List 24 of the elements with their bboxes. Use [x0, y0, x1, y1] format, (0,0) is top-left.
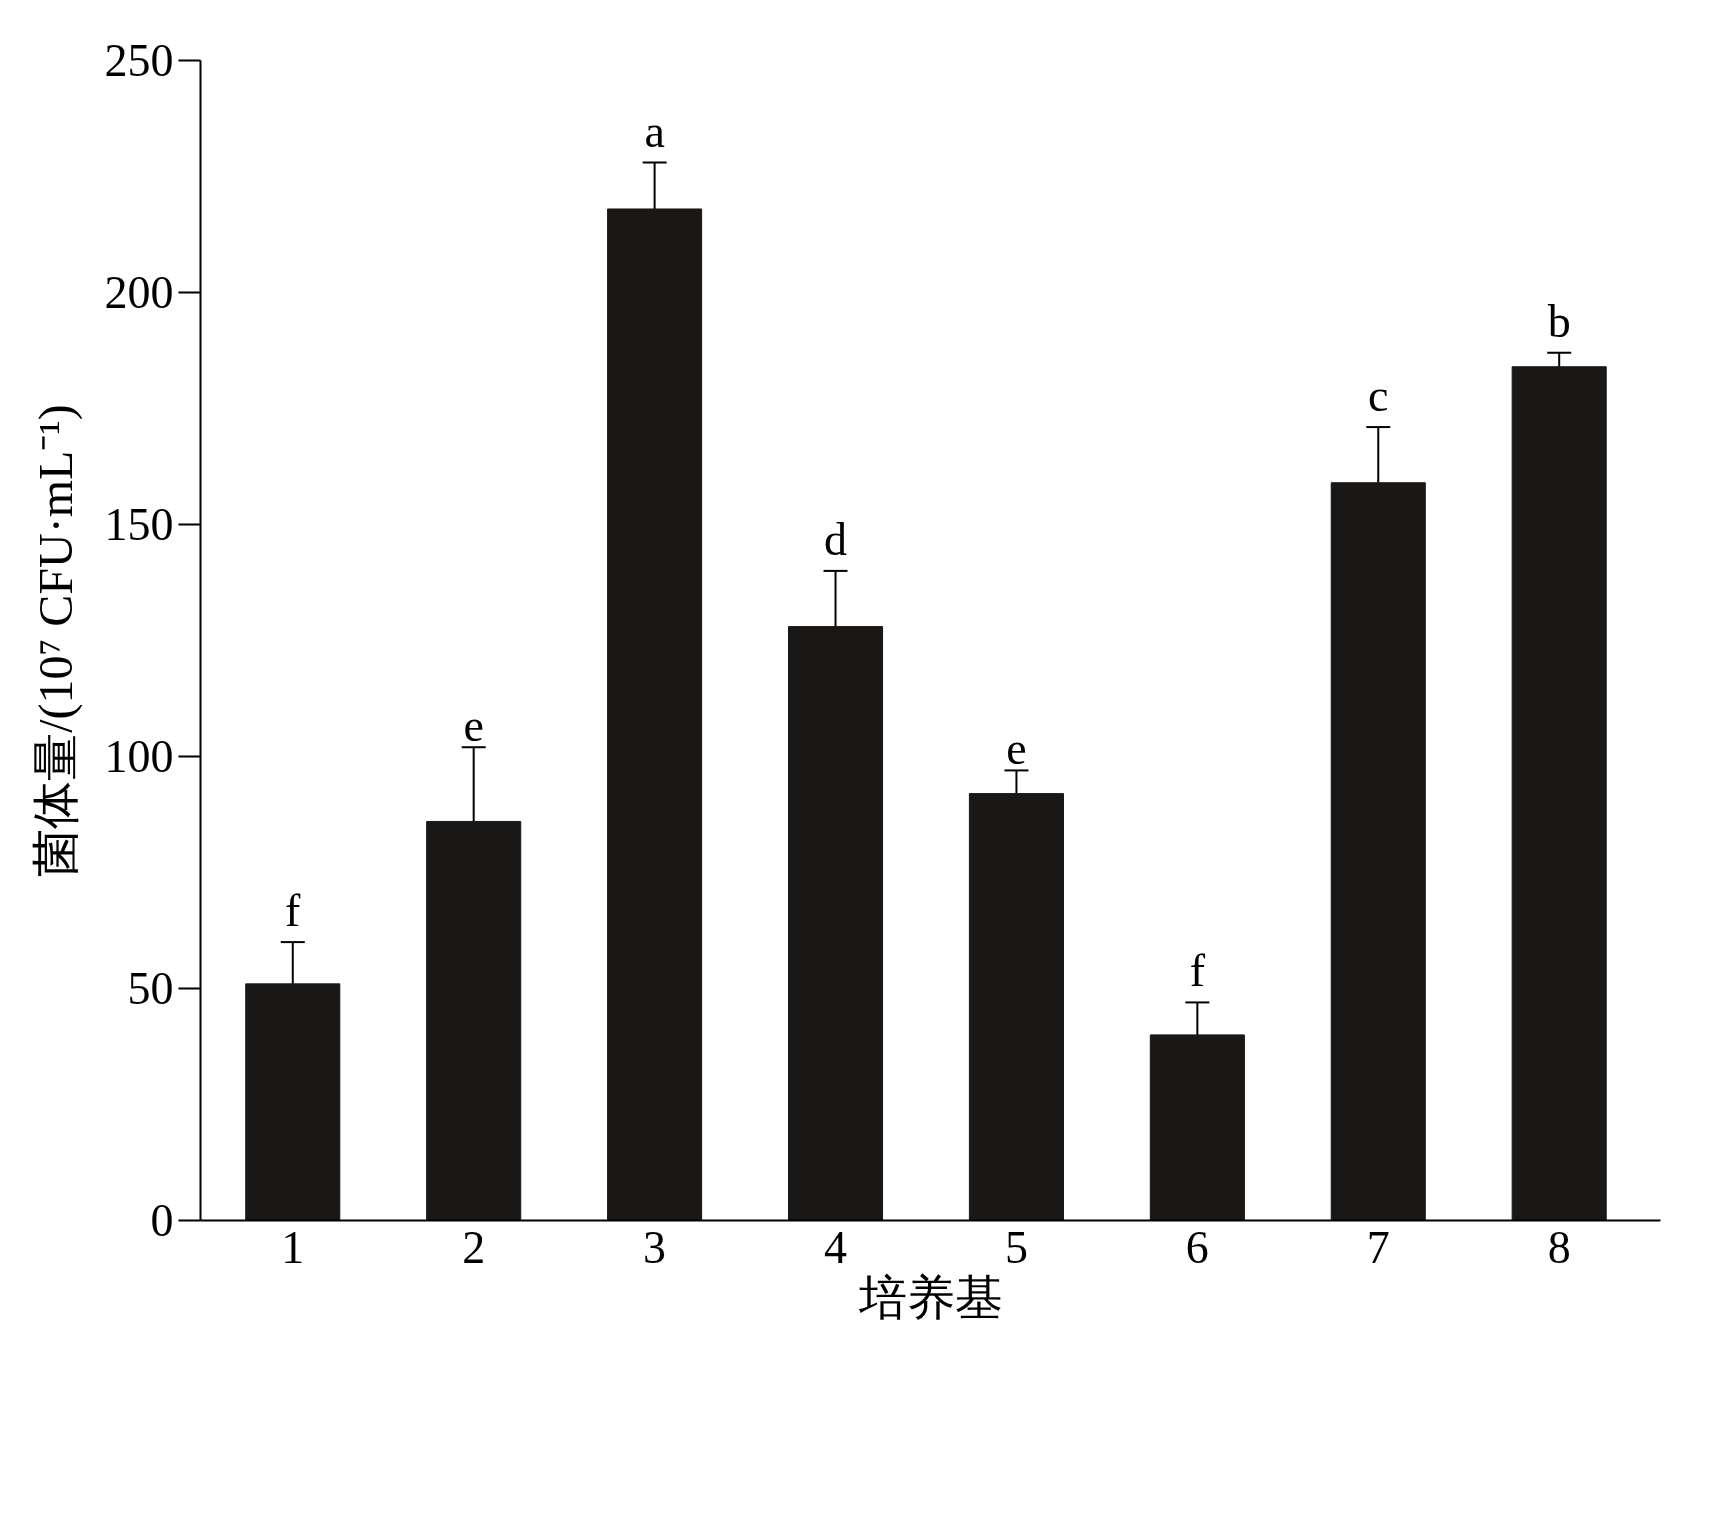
annotation: c — [1368, 370, 1389, 422]
annotation: f — [1189, 945, 1206, 997]
y-tick-label: 100 — [104, 731, 174, 782]
x-tick-label: 6 — [1185, 1221, 1209, 1273]
y-tick-label: 50 — [127, 963, 174, 1014]
annotation: d — [824, 513, 848, 565]
x-axis-title: 培养基 — [857, 1270, 1003, 1324]
annotation: b — [1547, 295, 1571, 347]
y-tick-label: 250 — [104, 35, 174, 86]
annotation: f — [285, 885, 302, 937]
x-tick-label: 1 — [281, 1221, 305, 1273]
x-tick-label: 5 — [1004, 1221, 1028, 1273]
x-tick-label: 3 — [643, 1221, 667, 1273]
y-tick-label: 150 — [104, 499, 174, 550]
annotation: e — [1006, 723, 1027, 775]
y-tick-label: 0 — [150, 1195, 174, 1246]
annotation: a — [644, 105, 665, 157]
x-tick-label: 4 — [824, 1221, 848, 1273]
y-tick-label: 200 — [104, 267, 174, 318]
x-tick-label: 8 — [1547, 1221, 1571, 1273]
y-axis-title: 菌体量/(10⁷ CFU·mL⁻¹) — [28, 404, 83, 877]
x-tick-label: 2 — [462, 1221, 486, 1273]
x-tick-label: 7 — [1366, 1221, 1390, 1273]
annotation: e — [463, 700, 484, 752]
